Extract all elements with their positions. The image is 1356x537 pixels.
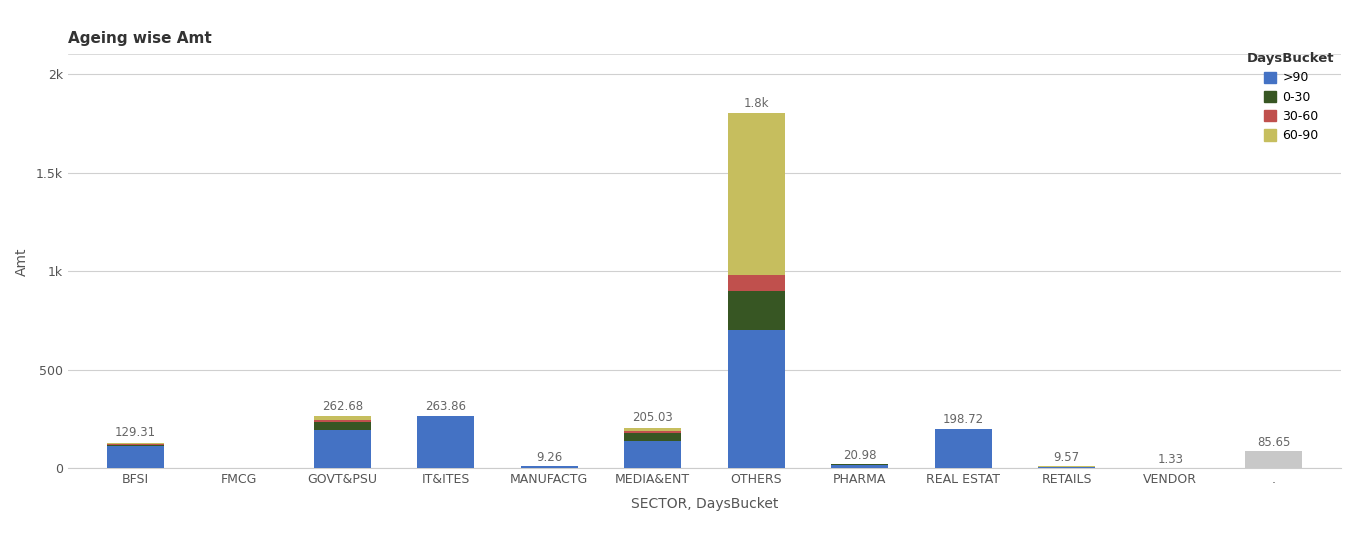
Text: 85.65: 85.65 xyxy=(1257,436,1291,449)
X-axis label: SECTOR, DaysBucket: SECTOR, DaysBucket xyxy=(631,497,778,511)
Bar xyxy=(934,429,991,468)
Bar xyxy=(107,446,164,468)
Bar xyxy=(624,441,681,468)
Bar xyxy=(107,445,164,446)
Bar xyxy=(107,444,164,445)
Text: 263.86: 263.86 xyxy=(426,400,466,413)
Text: 205.03: 205.03 xyxy=(632,411,673,424)
Bar xyxy=(107,443,164,444)
Bar xyxy=(728,113,785,275)
Bar xyxy=(313,422,370,430)
Bar xyxy=(313,430,370,468)
Bar xyxy=(831,465,888,468)
Legend: >90, 0-30, 30-60, 60-90: >90, 0-30, 30-60, 60-90 xyxy=(1248,52,1334,142)
Text: 198.72: 198.72 xyxy=(942,412,984,425)
Bar xyxy=(624,433,681,441)
Text: 1.33: 1.33 xyxy=(1157,453,1184,466)
Bar xyxy=(521,467,578,468)
Bar xyxy=(1245,452,1302,468)
Bar xyxy=(313,417,370,419)
Bar xyxy=(418,416,475,468)
Bar xyxy=(728,330,785,468)
Text: 262.68: 262.68 xyxy=(321,400,363,413)
Bar xyxy=(1039,467,1096,468)
Bar xyxy=(624,431,681,433)
Text: 1.8k: 1.8k xyxy=(743,97,769,110)
Y-axis label: Amt: Amt xyxy=(15,247,28,275)
Bar xyxy=(728,291,785,330)
Text: Ageing wise Amt: Ageing wise Amt xyxy=(68,31,212,46)
Bar xyxy=(624,428,681,431)
Text: 9.26: 9.26 xyxy=(536,451,563,464)
Text: 20.98: 20.98 xyxy=(843,449,876,462)
Bar xyxy=(313,419,370,422)
Bar xyxy=(728,275,785,291)
Text: 9.57: 9.57 xyxy=(1054,451,1079,464)
Text: 129.31: 129.31 xyxy=(115,426,156,439)
